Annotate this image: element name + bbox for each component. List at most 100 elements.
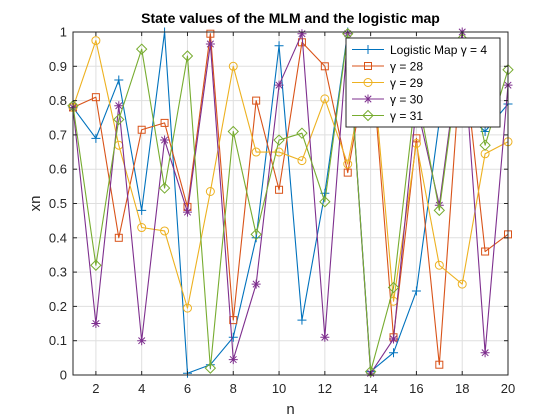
series-5-point [181, 50, 194, 62]
series-3-point [274, 147, 284, 157]
legend-swatch-marker [363, 45, 373, 54]
series-2-point [343, 168, 352, 177]
x-axis-label: n [286, 401, 294, 418]
y-tick-label: 1 [60, 25, 67, 40]
y-tick-label: 0 [60, 368, 67, 383]
x-tick-label: 18 [455, 381, 469, 396]
series-5-point [273, 134, 285, 146]
plot-area [67, 27, 514, 378]
y-tick-label: 0.4 [49, 230, 67, 245]
axes-box [72, 31, 509, 376]
legend-label: γ = 30 [390, 92, 423, 106]
chart-title: State values of the MLM and the logistic… [141, 10, 440, 26]
series-5-point [387, 281, 400, 294]
series-3-point [343, 159, 353, 169]
series-3-point [182, 303, 192, 313]
legend-label: γ = 29 [390, 76, 423, 90]
y-axis-label: xn [27, 196, 44, 212]
series-2-point [229, 316, 238, 325]
series-2-point [206, 29, 215, 38]
series-1-point [137, 205, 147, 215]
legend-entry-2: γ = 28 [352, 59, 423, 73]
legend-swatch-marker [364, 62, 372, 70]
series-2-point [252, 96, 261, 105]
legend-entry-3: γ = 29 [352, 76, 423, 90]
series-4-point [205, 39, 215, 49]
series-4-point [274, 80, 284, 90]
legend-swatch-marker [362, 109, 374, 122]
series-5-point [319, 196, 331, 208]
legend-swatch-marker [363, 78, 373, 87]
series-4-point [297, 29, 307, 39]
y-tick-label: 0.1 [49, 333, 67, 348]
axes [72, 31, 509, 376]
series-5-point [250, 228, 262, 241]
x-tick-label: 12 [318, 381, 332, 396]
series-3-point [434, 260, 444, 270]
legend-label: Logistic Map γ = 4 [390, 43, 487, 57]
series-5-point [158, 182, 171, 194]
series-5-point [433, 204, 446, 217]
series-4-point [228, 355, 238, 365]
series-1-point [274, 41, 284, 51]
series-1-point [114, 75, 124, 85]
x-tick-label: 8 [230, 381, 237, 396]
legend-label: γ = 31 [390, 109, 423, 123]
series-2-point [481, 247, 490, 256]
series-5-point [364, 365, 377, 378]
series-5-point [90, 259, 102, 271]
x-tick-label: 4 [138, 381, 145, 396]
series-3-point [91, 36, 101, 46]
series-2-point [91, 93, 100, 102]
x-tick-label: 10 [272, 381, 286, 396]
series-4-point [114, 101, 124, 111]
series-4-point [182, 207, 192, 217]
series-1-point [389, 348, 399, 358]
y-tick-label: 0.2 [49, 299, 67, 314]
y-tick-label: 0.5 [49, 196, 67, 211]
series-4-point [320, 332, 330, 342]
x-tick-label: 14 [363, 381, 377, 396]
series-5-line [72, 33, 509, 373]
legend-label: γ = 28 [390, 59, 423, 73]
series-4-point [389, 334, 399, 344]
series-5-point [113, 113, 125, 126]
series-5-point [479, 139, 491, 151]
series-5-point [227, 125, 239, 138]
y-tick-label: 0.6 [49, 162, 67, 177]
series-5-point [135, 43, 148, 55]
series-3-point [320, 94, 330, 104]
series-3-point [297, 156, 307, 166]
x-tick-label: 16 [409, 381, 423, 396]
series-2-point [114, 233, 123, 242]
series-3-point [251, 147, 261, 157]
legend: Logistic Map γ = 4 γ = 28 γ = 29 γ = 30 γ = … [345, 37, 501, 128]
series-1-point [297, 315, 307, 325]
x-tick-label: 20 [501, 381, 515, 396]
series-2-point [320, 62, 329, 71]
y-tick-label: 0.8 [49, 93, 67, 108]
series-1-point [91, 133, 101, 143]
series-4-point [251, 279, 261, 289]
series-1-line [72, 31, 509, 374]
series-3-point [137, 223, 147, 233]
series-1-point [411, 286, 421, 296]
series-2-point [435, 360, 444, 369]
legend-entry-5: γ = 31 [352, 109, 423, 123]
series-2-point [137, 125, 146, 134]
y-tick-label: 0.9 [49, 59, 67, 74]
legend-swatch-marker [363, 94, 373, 104]
series-2-point [275, 185, 284, 194]
x-tick-label: 6 [184, 381, 191, 396]
series-4-point [480, 348, 490, 358]
series-3-point [228, 61, 238, 71]
tick-labels: 2 4 6 8 10 12 14 16 18 20 0 0.1 0.2 0.3 0.4 0.5 0.6 0.7 0.… [49, 25, 515, 397]
series-2-point [160, 118, 169, 127]
y-tick-label: 0.3 [49, 265, 67, 280]
series-1-point [228, 332, 238, 342]
series-4-point [91, 319, 101, 329]
series-3-point [205, 186, 215, 196]
series-4-point [137, 336, 147, 346]
